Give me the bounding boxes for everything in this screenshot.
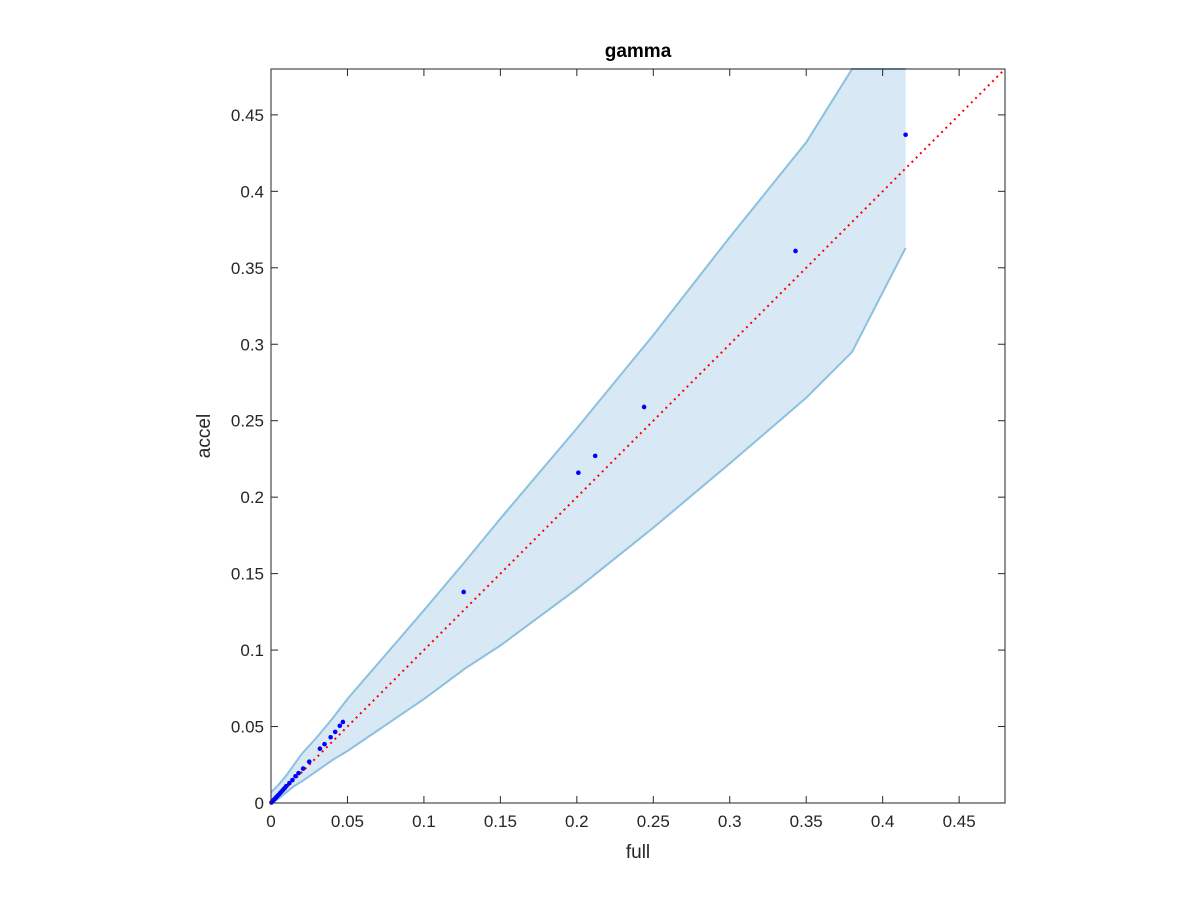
y-tick-label: 0 <box>255 794 264 813</box>
y-tick-label: 0.4 <box>240 182 264 201</box>
band-lower-line <box>270 247 907 804</box>
data-point <box>337 723 343 729</box>
x-tick-label: 0.15 <box>484 812 517 831</box>
reference-line <box>270 68 1006 804</box>
data-point <box>641 404 647 410</box>
reference-line-layer <box>270 68 1006 804</box>
x-tick-label: 0 <box>266 812 275 831</box>
data-point <box>306 759 312 765</box>
x-axis-label: full <box>626 842 650 863</box>
data-point <box>317 746 323 752</box>
y-axis-label: accel <box>194 414 215 458</box>
x-tick-label: 0.1 <box>412 812 436 831</box>
data-point <box>461 589 466 595</box>
chart-title: gamma <box>605 41 672 62</box>
data-point <box>328 734 333 740</box>
data-point <box>340 719 346 725</box>
data-point <box>903 132 908 138</box>
x-tick-label: 0.2 <box>565 812 589 831</box>
band-upper-line <box>270 68 906 794</box>
y-tick-label: 0.3 <box>240 335 264 354</box>
x-tick-label: 0.25 <box>637 812 670 831</box>
plot-frame <box>270 68 1006 804</box>
x-tick-label: 0.4 <box>871 812 895 831</box>
data-point <box>287 780 292 786</box>
x-tick-label: 0.35 <box>790 812 823 831</box>
y-tick-label: 0.15 <box>231 565 264 584</box>
data-point <box>592 453 598 459</box>
data-point <box>283 783 289 789</box>
data-point <box>576 470 581 476</box>
band-fill <box>271 69 906 803</box>
y-tick-label: 0.05 <box>231 718 264 737</box>
data-point <box>793 248 798 254</box>
data-point <box>290 777 295 783</box>
y-tick-label: 0.2 <box>240 488 264 507</box>
data-point <box>300 766 306 771</box>
x-axis-ticks: 0 0.05 0.1 0.15 0.2 0.25 0.3 0.35 0.4 0.45 <box>266 69 976 831</box>
data-point <box>293 773 298 779</box>
y-tick-label: 0.25 <box>231 412 264 431</box>
y-tick-label: 0.35 <box>231 259 264 278</box>
x-tick-label: 0.05 <box>331 812 364 831</box>
data-point <box>332 729 338 735</box>
data-point <box>322 741 327 747</box>
confidence-band <box>270 68 907 804</box>
y-tick-label: 0.1 <box>240 641 264 660</box>
y-axis-ticks: 0 0.05 0.1 0.15 0.2 0.25 0.3 0.35 0.4 0.45 <box>231 106 1005 813</box>
data-point <box>296 770 301 776</box>
x-tick-label: 0.3 <box>718 812 742 831</box>
y-tick-label: 0.45 <box>231 106 264 125</box>
x-tick-label: 0.45 <box>943 812 976 831</box>
